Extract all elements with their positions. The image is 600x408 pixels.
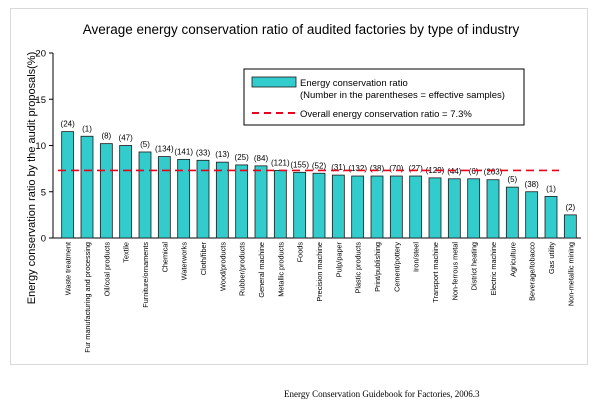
sample-count-label: (5) (507, 175, 517, 184)
category-label: Plastic products (354, 242, 363, 294)
bar (525, 191, 539, 239)
y-tick-label: 5 (41, 187, 46, 198)
bar (428, 177, 442, 239)
y-tick-label: 0 (41, 234, 46, 245)
bar (235, 164, 249, 239)
sample-count-label: (1) (82, 124, 92, 133)
bar (196, 159, 210, 239)
bar (351, 175, 365, 239)
legend-bar-label-line1: Energy conservation ratio (300, 78, 408, 89)
sample-labels: (24) (1) (8) (47) (5) (134) (141) (33) (13) (25) (… (61, 120, 576, 212)
sample-count-label: (25) (235, 153, 250, 162)
bar (138, 151, 152, 239)
sample-count-label: (52) (312, 161, 327, 170)
sample-count-label: (134) (155, 145, 174, 154)
category-label: Fur manufacturing and processing (83, 242, 92, 353)
sample-count-label: (1) (546, 184, 556, 193)
sample-count-label: (27) (409, 164, 424, 173)
bar (544, 195, 558, 239)
category-label: Beverage/tobacco (528, 242, 537, 301)
bar (273, 170, 287, 239)
bar (254, 165, 268, 239)
category-label: Waterworks (180, 242, 189, 281)
bar (157, 156, 171, 239)
chart-panel: Average energy conservation ratio of aud… (10, 8, 588, 365)
sample-count-label: (84) (254, 154, 269, 163)
category-label: Oil/coal products (102, 242, 111, 297)
category-label: District heating (470, 242, 479, 290)
sample-count-label: (70) (389, 164, 404, 173)
category-label: Print/publishing (373, 242, 382, 292)
sample-count-label: (44) (447, 167, 462, 176)
sample-count-label: (13) (215, 150, 230, 159)
category-label: Rubber/products (238, 242, 247, 296)
category-label: General machine (257, 242, 266, 298)
category-label: Chemical (160, 242, 169, 273)
bar (80, 135, 94, 239)
bar (312, 172, 326, 239)
category-label: Precision machine (315, 242, 324, 302)
bar (293, 171, 307, 239)
category-label: Gas utility (547, 242, 556, 274)
category-label: Furniture/ornaments (141, 242, 150, 308)
bar (389, 175, 403, 239)
bar (119, 145, 133, 239)
bar (331, 174, 345, 239)
legend-line-label: Overall energy conservation ratio = 7.3% (300, 109, 472, 120)
y-tick-label: 15 (35, 95, 46, 106)
sample-count-label: (141) (174, 147, 193, 156)
sample-count-label: (263) (484, 168, 503, 177)
bar (99, 143, 113, 239)
chart-title: Average energy conservation ratio of aud… (83, 22, 520, 37)
category-label: Waste treatment (64, 242, 73, 295)
bar (370, 175, 384, 239)
sample-count-label: (47) (119, 134, 134, 143)
category-label: Electric machine (489, 242, 498, 296)
y-tick-label: 20 (35, 49, 46, 60)
bar (486, 179, 500, 239)
category-label: Cement/pottery (392, 242, 401, 292)
sample-count-label: (155) (290, 160, 309, 169)
legend: Energy conservation ratio (Number in the… (243, 68, 525, 126)
category-label: Transport machine (431, 242, 440, 303)
sample-count-label: (8) (101, 132, 111, 141)
category-label: Pulp/paper (334, 241, 343, 277)
sample-count-label: (38) (525, 180, 540, 189)
category-label: Wood/products (218, 242, 227, 291)
source-note: Energy Conservation Guidebook for Factor… (284, 389, 480, 399)
sample-count-label: (132) (348, 164, 367, 173)
category-label: Textile (122, 242, 131, 263)
sample-count-label: (33) (196, 148, 211, 157)
bar (215, 161, 229, 239)
category-label: Agriculture (508, 242, 517, 277)
category-label: Non-metallic mining (566, 242, 575, 306)
category-label: Iron/steel (412, 242, 421, 272)
bars (61, 131, 577, 239)
y-axis-label: Energy conservation ratio by the audit p… (26, 52, 38, 305)
bar (505, 186, 519, 239)
legend-bar-swatch (251, 76, 297, 88)
sample-count-label: (121) (271, 158, 290, 167)
bar (563, 214, 577, 239)
bar (447, 178, 461, 239)
category-labels: Waste treatment Fur manufacturing and pro… (64, 241, 576, 352)
sample-count-label: (24) (61, 120, 76, 129)
bar (177, 158, 191, 239)
sample-count-label: (38) (370, 164, 385, 173)
sample-count-label: (6) (469, 167, 479, 176)
y-tick-label: 10 (35, 141, 46, 152)
sample-count-label: (5) (140, 140, 150, 149)
sample-count-label: (31) (331, 163, 346, 172)
sample-count-label: (2) (565, 203, 575, 212)
bar (467, 178, 481, 239)
bar-chart: Average energy conservation ratio of aud… (26, 22, 581, 353)
category-label: Cloth/fiber (199, 241, 208, 275)
category-label: Foods (296, 242, 305, 263)
bar (409, 175, 423, 239)
bar (61, 131, 75, 239)
legend-bar-label-line2: (Number in the parentheses = effective s… (300, 90, 505, 101)
category-label: Non-ferrous metal (450, 242, 459, 301)
category-label: Metallic products (276, 242, 285, 297)
